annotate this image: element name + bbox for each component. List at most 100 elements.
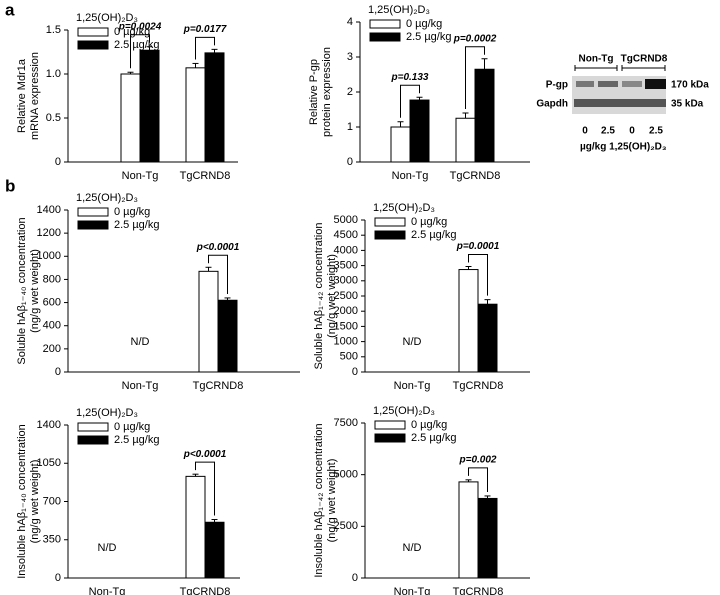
bar: [204, 52, 225, 163]
y-tick-label: 0: [352, 572, 358, 584]
significance-bracket: [465, 46, 485, 109]
y-axis-label: (ng/g wet weight): [326, 254, 338, 338]
bar: [185, 475, 206, 579]
x-tick-label: TgCRND8: [180, 170, 231, 182]
p-value: p=0.002: [459, 454, 497, 465]
p-value: p<0.0001: [196, 242, 240, 253]
blot-size: 35 kDa: [671, 99, 704, 110]
y-axis-label: (ng/g wet weight): [29, 460, 41, 544]
y-tick-label: 2500: [334, 520, 358, 532]
y-tick-label: 800: [43, 273, 61, 285]
bar: [185, 67, 206, 163]
legend-swatch: [77, 40, 109, 50]
legend-swatch: [77, 220, 109, 230]
significance-bracket: [468, 467, 488, 492]
blot-row: P-gp: [546, 80, 568, 91]
y-tick-label: 3000: [334, 275, 358, 287]
blot-lane: 0: [629, 126, 635, 137]
x-tick-label: TgCRND8: [193, 380, 244, 392]
error-bar: [462, 112, 469, 119]
x-tick-label: Non-Tg: [392, 170, 429, 182]
bar: [474, 68, 495, 163]
y-tick-label: 1.0: [46, 68, 61, 80]
legend-label: 0 µg/kg: [114, 206, 150, 218]
y-axis-label: Relative Mdr1a: [16, 58, 28, 133]
y-tick-label: 0: [55, 156, 61, 168]
legend-title: 1,25(OH)₂D₃: [373, 405, 435, 417]
legend-label: 0 µg/kg: [114, 421, 150, 433]
error-bar: [146, 46, 153, 51]
missing-label: N/D: [131, 336, 150, 348]
x-tick-label: Non-Tg: [122, 170, 159, 182]
band: [622, 81, 642, 87]
legend-label: 2.5 µg/kg: [411, 432, 456, 444]
p-value: p<0.0001: [183, 449, 227, 460]
bar: [409, 99, 430, 163]
blot-lane: 0: [582, 126, 588, 137]
blot-unit: µg/kg 1,25(OH)₂D₃: [580, 142, 667, 153]
x-tick-label: TgCRND8: [450, 170, 501, 182]
error-bar: [205, 266, 212, 272]
error-bar: [224, 297, 231, 301]
y-tick-label: 1: [347, 121, 353, 133]
y-tick-label: 0: [55, 572, 61, 584]
error-bar: [397, 121, 404, 127]
y-tick-label: 1050: [37, 457, 61, 469]
bar: [458, 481, 479, 579]
blot-lane: 2.5: [649, 126, 663, 137]
significance-bracket: [208, 254, 228, 294]
significance-bracket: [468, 254, 488, 296]
panel-label: b: [5, 176, 15, 195]
y-tick-label: 600: [43, 296, 61, 308]
y-tick-label: 4000: [334, 244, 358, 256]
legend-swatch: [374, 230, 406, 240]
y-axis-label: Soluble hAβ₁₋₄₀ concentration: [16, 217, 28, 364]
western-blot: Non-Tg TgCRND8 P-gp Gapdh 170 kDa 35 kDa…: [536, 54, 709, 153]
y-tick-label: 350: [43, 534, 61, 546]
y-tick-label: 1000: [334, 336, 358, 348]
p-value: p=0.0001: [456, 241, 500, 252]
legend-swatch: [369, 19, 401, 29]
p-value: p=0.0002: [453, 33, 497, 44]
x-tick-label: TgCRND8: [453, 586, 504, 595]
x-tick-label: Non-Tg: [394, 586, 431, 595]
x-tick-label: Non-Tg: [89, 586, 126, 595]
y-tick-label: 1400: [37, 419, 61, 431]
p-value: p=0.0024: [118, 21, 162, 32]
y-axis-label: (ng/g wet weight): [29, 249, 41, 333]
blot-lane: 2.5: [601, 126, 615, 137]
y-tick-label: 0: [352, 366, 358, 378]
y-tick-label: 7500: [334, 417, 358, 429]
bar: [198, 270, 219, 373]
error-bar: [416, 96, 423, 101]
legend-label: 0 µg/kg: [114, 26, 150, 38]
bar: [477, 303, 498, 373]
x-tick-label: Non-Tg: [394, 380, 431, 392]
y-tick-label: 5000: [334, 214, 358, 226]
legend-label: 0 µg/kg: [411, 419, 447, 431]
legend-title: 1,25(OH)₂D₃: [76, 407, 138, 419]
bar: [455, 117, 476, 163]
y-tick-label: 1200: [37, 227, 61, 239]
y-tick-label: 1000: [37, 250, 61, 262]
y-tick-label: 200: [43, 343, 61, 355]
missing-label: N/D: [403, 542, 422, 554]
legend-label: 2.5 µg/kg: [114, 219, 159, 231]
y-tick-label: 1.5: [46, 24, 61, 36]
legend-swatch: [77, 27, 109, 37]
y-tick-label: 2000: [334, 305, 358, 317]
band: [645, 79, 666, 89]
significance-bracket: [400, 84, 420, 118]
legend-label: 2.5 µg/kg: [114, 39, 159, 51]
y-tick-label: 3500: [334, 260, 358, 272]
y-tick-label: 0: [347, 156, 353, 168]
y-tick-label: 5000: [334, 469, 358, 481]
bar: [139, 49, 160, 163]
bar: [204, 521, 225, 579]
legend-label: 2.5 µg/kg: [406, 31, 451, 43]
legend-label: 2.5 µg/kg: [114, 434, 159, 446]
legend-swatch: [374, 433, 406, 443]
error-bar: [465, 479, 472, 482]
legend-swatch: [374, 420, 406, 430]
